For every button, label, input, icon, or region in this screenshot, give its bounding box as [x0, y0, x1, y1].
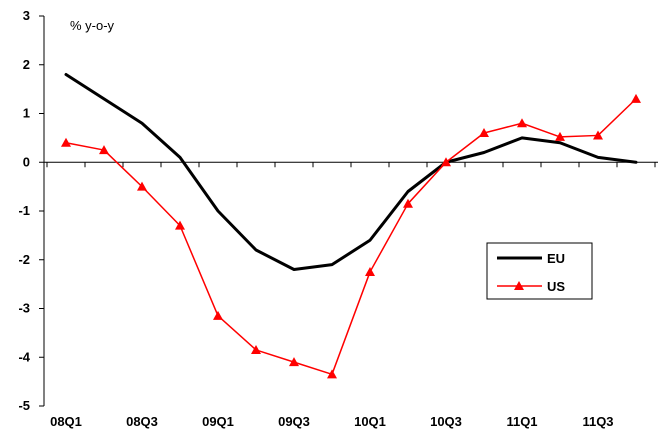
y-tick-label: -5 — [18, 398, 30, 413]
data-point-us — [403, 198, 413, 208]
data-point-us — [441, 157, 451, 167]
y-tick-label: 1 — [23, 106, 30, 121]
y-tick-label: -2 — [18, 252, 30, 267]
y-tick-label: -4 — [18, 349, 30, 364]
data-point-us — [631, 93, 641, 103]
data-point-us — [365, 266, 375, 276]
data-point-us — [555, 131, 565, 141]
x-tick-label: 08Q3 — [126, 414, 158, 429]
x-tick-label: 10Q1 — [354, 414, 386, 429]
legend-label-eu: EU — [547, 251, 565, 266]
data-point-us — [251, 344, 261, 354]
x-tick-label: 10Q3 — [430, 414, 462, 429]
x-tick-label: 08Q1 — [50, 414, 82, 429]
data-point-us — [213, 310, 223, 320]
data-point-us — [593, 130, 603, 140]
x-tick-label: 09Q3 — [278, 414, 310, 429]
series-layer — [61, 73, 641, 379]
data-point-us — [289, 357, 299, 367]
x-tick-label: 11Q3 — [582, 414, 613, 429]
y-tick-label: 0 — [23, 154, 30, 169]
x-tick-label: 11Q1 — [506, 414, 537, 429]
y-tick-label: 2 — [23, 57, 30, 72]
data-point-us — [327, 369, 337, 379]
x-tick-label: 09Q1 — [202, 414, 234, 429]
y-tick-label: 3 — [23, 8, 30, 23]
y-tick-label: -3 — [18, 301, 30, 316]
data-point-us — [99, 145, 109, 155]
legend-box — [486, 242, 593, 300]
series-eu — [64, 73, 638, 271]
series-line-us — [65, 98, 637, 376]
y-unit-label: % y-o-y — [70, 18, 115, 33]
legend-label-us: US — [547, 279, 565, 294]
data-point-us — [517, 118, 527, 128]
legend-marker-us — [514, 281, 524, 290]
legend: EU US — [486, 242, 593, 300]
data-point-us — [137, 181, 147, 191]
data-point-us — [61, 137, 71, 147]
data-point-us — [479, 128, 489, 137]
y-tick-label: -1 — [18, 203, 30, 218]
data-point-us — [175, 220, 185, 230]
axes: 3 2 1 0 -1 -2 -3 -4 -5 08Q1 08Q3 09Q1 09Q3 10Q1 10Q3 11… — [18, 8, 658, 429]
series-us — [61, 93, 641, 379]
series-line-eu — [64, 73, 638, 271]
